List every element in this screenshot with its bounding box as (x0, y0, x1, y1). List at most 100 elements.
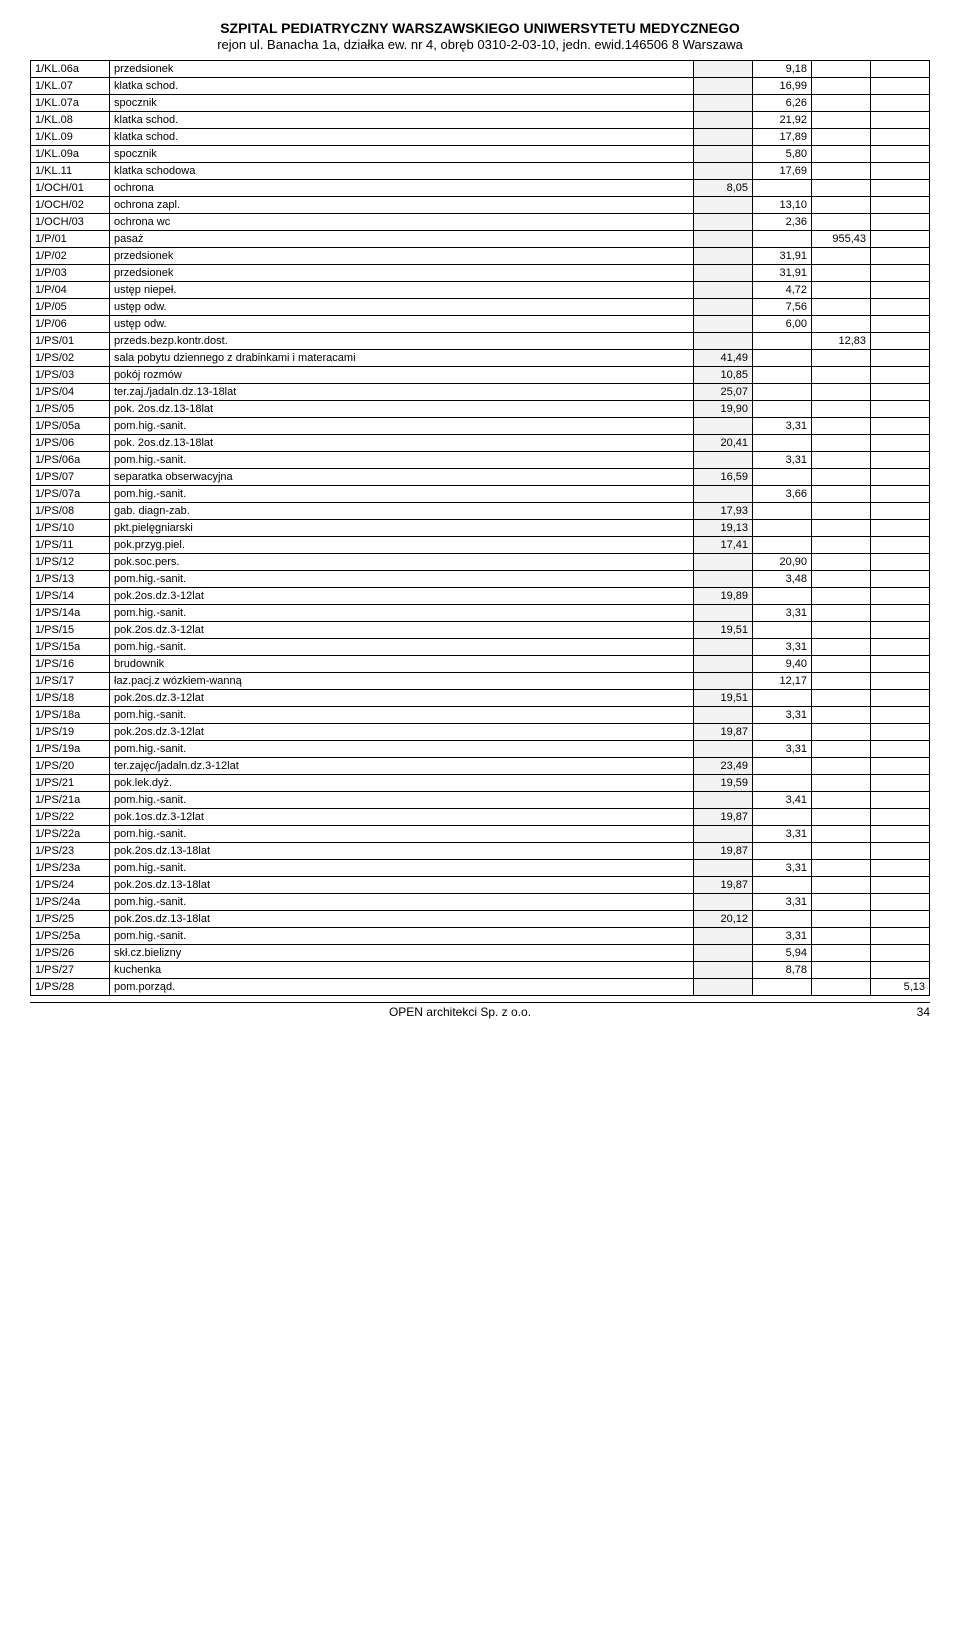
cell-v4 (871, 129, 930, 146)
cell-code: 1/PS/05 (31, 401, 110, 418)
cell-v1: 19,59 (694, 775, 753, 792)
cell-v3 (812, 146, 871, 163)
cell-v3 (812, 384, 871, 401)
cell-v1 (694, 979, 753, 996)
table-row: 1/PS/26skł.cz.bielizny5,94 (31, 945, 930, 962)
cell-v4 (871, 435, 930, 452)
cell-code: 1/PS/28 (31, 979, 110, 996)
table-row: 1/PS/05apom.hig.-sanit.3,31 (31, 418, 930, 435)
table-row: 1/PS/12pok.soc.pers.20,90 (31, 554, 930, 571)
cell-v2 (753, 588, 812, 605)
cell-v3 (812, 690, 871, 707)
cell-v3 (812, 758, 871, 775)
cell-v2: 3,31 (753, 452, 812, 469)
cell-v1 (694, 248, 753, 265)
table-row: 1/PS/04ter.zaj./jadaln.dz.13-18lat25,07 (31, 384, 930, 401)
table-row: 1/PS/08gab. diagn-zab.17,93 (31, 503, 930, 520)
table-row: 1/PS/06pok. 2os.dz.13-18lat20,41 (31, 435, 930, 452)
cell-v2 (753, 690, 812, 707)
cell-v4 (871, 775, 930, 792)
cell-desc: pkt.pielęgniarski (110, 520, 694, 537)
cell-v3 (812, 95, 871, 112)
cell-desc: pom.hig.-sanit. (110, 639, 694, 656)
cell-code: 1/PS/25 (31, 911, 110, 928)
cell-v1 (694, 61, 753, 78)
cell-v2 (753, 503, 812, 520)
cell-desc: spocznik (110, 95, 694, 112)
cell-v3 (812, 639, 871, 656)
cell-code: 1/PS/17 (31, 673, 110, 690)
cell-v2: 17,69 (753, 163, 812, 180)
table-row: 1/PS/07separatka obserwacyjna16,59 (31, 469, 930, 486)
cell-code: 1/KL.11 (31, 163, 110, 180)
cell-v2 (753, 843, 812, 860)
table-row: 1/PS/24pok.2os.dz.13-18lat19,87 (31, 877, 930, 894)
cell-v1 (694, 945, 753, 962)
table-row: 1/OCH/01ochrona8,05 (31, 180, 930, 197)
cell-desc: pok.soc.pers. (110, 554, 694, 571)
cell-desc: pok.2os.dz.13-18lat (110, 911, 694, 928)
cell-v1: 17,93 (694, 503, 753, 520)
cell-v4 (871, 265, 930, 282)
cell-v2: 31,91 (753, 265, 812, 282)
table-row: 1/PS/24apom.hig.-sanit.3,31 (31, 894, 930, 911)
cell-code: 1/PS/15a (31, 639, 110, 656)
cell-v1: 23,49 (694, 758, 753, 775)
cell-code: 1/PS/02 (31, 350, 110, 367)
table-row: 1/PS/10pkt.pielęgniarski19,13 (31, 520, 930, 537)
cell-v2: 3,66 (753, 486, 812, 503)
cell-v1 (694, 112, 753, 129)
table-row: 1/PS/18pok.2os.dz.3-12lat19,51 (31, 690, 930, 707)
cell-v2: 3,31 (753, 928, 812, 945)
table-row: 1/PS/06apom.hig.-sanit.3,31 (31, 452, 930, 469)
cell-v3 (812, 367, 871, 384)
cell-v4 (871, 928, 930, 945)
table-row: 1/PS/16brudownik9,40 (31, 656, 930, 673)
cell-v4 (871, 792, 930, 809)
cell-code: 1/P/01 (31, 231, 110, 248)
cell-desc: pok.2os.dz.13-18lat (110, 843, 694, 860)
cell-v3 (812, 911, 871, 928)
cell-desc: gab. diagn-zab. (110, 503, 694, 520)
table-row: 1/PS/20ter.zajęc/jadaln.dz.3-12lat23,49 (31, 758, 930, 775)
cell-code: 1/PS/06a (31, 452, 110, 469)
cell-v1 (694, 826, 753, 843)
cell-v3 (812, 163, 871, 180)
cell-v3 (812, 724, 871, 741)
cell-v3 (812, 452, 871, 469)
cell-code: 1/KL.07a (31, 95, 110, 112)
table-row: 1/KL.09klatka schod.17,89 (31, 129, 930, 146)
cell-v4 (871, 112, 930, 129)
cell-v3 (812, 571, 871, 588)
cell-v4 (871, 282, 930, 299)
table-row: 1/KL.09aspocznik5,80 (31, 146, 930, 163)
cell-v3 (812, 741, 871, 758)
cell-v2: 3,31 (753, 826, 812, 843)
table-row: 1/PS/17łaz.pacj.z wózkiem-wanną12,17 (31, 673, 930, 690)
cell-code: 1/PS/18a (31, 707, 110, 724)
cell-desc: pom.hig.-sanit. (110, 928, 694, 945)
cell-v4 (871, 537, 930, 554)
cell-v1: 19,87 (694, 843, 753, 860)
cell-v2: 3,41 (753, 792, 812, 809)
table-row: 1/PS/15apom.hig.-sanit.3,31 (31, 639, 930, 656)
table-row: 1/KL.06aprzedsionek9,18 (31, 61, 930, 78)
cell-desc: pom.hig.-sanit. (110, 894, 694, 911)
cell-v2 (753, 469, 812, 486)
cell-v4 (871, 962, 930, 979)
cell-desc: pom.hig.-sanit. (110, 486, 694, 503)
cell-v1 (694, 894, 753, 911)
cell-v4 (871, 809, 930, 826)
cell-v4 (871, 945, 930, 962)
cell-v1 (694, 146, 753, 163)
cell-desc: pom.hig.-sanit. (110, 605, 694, 622)
cell-v4 (871, 231, 930, 248)
cell-v1: 8,05 (694, 180, 753, 197)
cell-code: 1/PS/23 (31, 843, 110, 860)
cell-code: 1/OCH/03 (31, 214, 110, 231)
table-row: 1/PS/18apom.hig.-sanit.3,31 (31, 707, 930, 724)
cell-v4 (871, 78, 930, 95)
cell-code: 1/PS/14 (31, 588, 110, 605)
cell-v2 (753, 724, 812, 741)
cell-v2: 20,90 (753, 554, 812, 571)
